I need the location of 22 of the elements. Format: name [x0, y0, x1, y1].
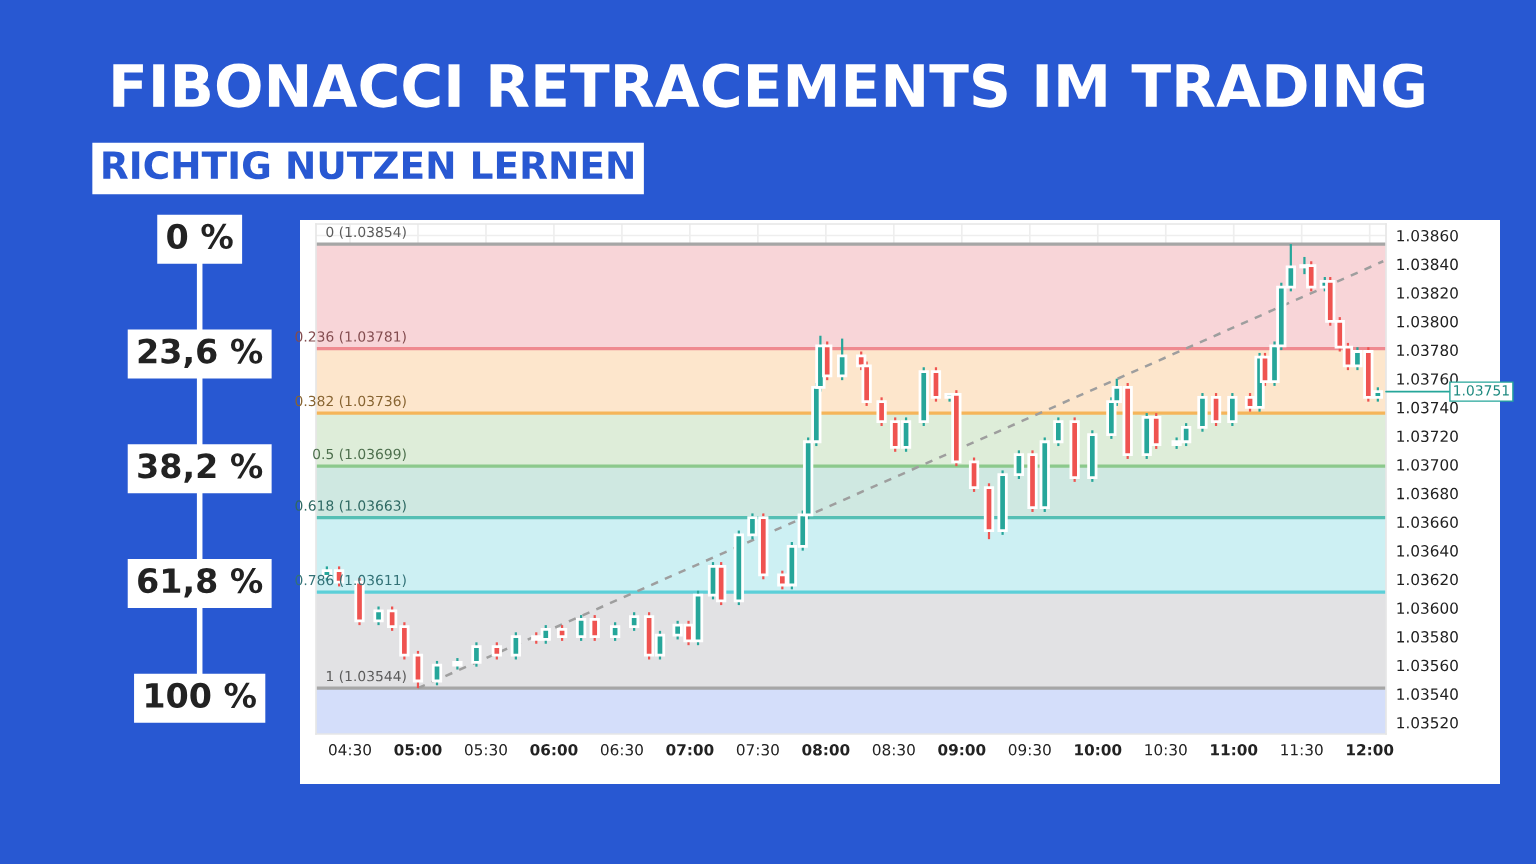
candlestick	[575, 613, 587, 642]
candlestick	[431, 659, 443, 687]
candlestick	[861, 360, 872, 408]
candlestick	[510, 631, 521, 661]
candlestick	[968, 456, 980, 493]
chart-subtitle: RICHTIG NUTZEN LERNEN	[103, 151, 633, 180]
text: 23,6 %	[138, 338, 263, 368]
candlestick	[471, 641, 482, 668]
candlestick	[716, 560, 727, 607]
chart-title: FIBONACCI RETRACEMENTS IM TRADING	[113, 63, 1424, 108]
text: 100 %	[146, 682, 256, 708]
candlestick	[1227, 391, 1238, 428]
text: 38,2 %	[138, 453, 263, 483]
text: 61,8 %	[138, 568, 263, 598]
candlestick	[1087, 429, 1098, 483]
candlestick	[609, 621, 621, 642]
candlestick	[629, 611, 640, 632]
candlestick	[837, 337, 848, 382]
candlestick	[1306, 260, 1317, 293]
candlestick	[822, 340, 833, 382]
text: 0 %	[167, 223, 233, 249]
candlestick	[589, 613, 600, 642]
